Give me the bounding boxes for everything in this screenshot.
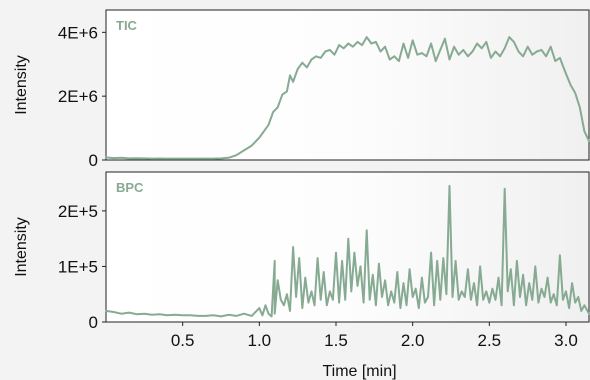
panel-bpc-xtick-label-3: 2.0 bbox=[401, 331, 425, 350]
panel-tic-frame bbox=[105, 9, 590, 161]
panel-bpc-xtick-label-1: 1.0 bbox=[248, 331, 272, 350]
panel-bpc-xtick-label-4: 2.5 bbox=[478, 331, 502, 350]
panel-bpc-ytick-label-2: 2E+5 bbox=[58, 202, 98, 221]
panel-bpc-label: BPC bbox=[116, 180, 144, 195]
panel-tic-ytick-label-1: 2E+6 bbox=[58, 87, 98, 106]
panel-bpc-xtick-label-2: 1.5 bbox=[324, 331, 348, 350]
panel-bpc: 0 1E+5 2E+5 0.5 1.0 1.5 2.0 2.5 3.0 Intensity Time… bbox=[13, 171, 590, 380]
panel-bpc-xtick-label-0: 0.5 bbox=[171, 331, 195, 350]
panel-tic-ylabel: Intensity bbox=[13, 55, 30, 115]
panel-tic: 0 2E+6 4E+6 Intensity TIC bbox=[13, 9, 590, 170]
panel-tic-ytick-label-2: 4E+6 bbox=[58, 23, 98, 42]
panel-bpc-ylabel: Intensity bbox=[13, 217, 30, 277]
panel-bpc-series-line bbox=[105, 184, 590, 318]
panel-tic-label: TIC bbox=[116, 18, 138, 33]
panel-bpc-xlabel: Time [min] bbox=[322, 363, 396, 380]
panel-bpc-ytick-label-0: 0 bbox=[89, 313, 98, 332]
panel-tic-ytick-label-0: 0 bbox=[89, 151, 98, 170]
panel-bpc-xtick-label-5: 3.0 bbox=[554, 331, 578, 350]
panel-tic-series-line bbox=[105, 36, 590, 160]
panel-bpc-ytick-label-1: 1E+5 bbox=[58, 257, 98, 276]
